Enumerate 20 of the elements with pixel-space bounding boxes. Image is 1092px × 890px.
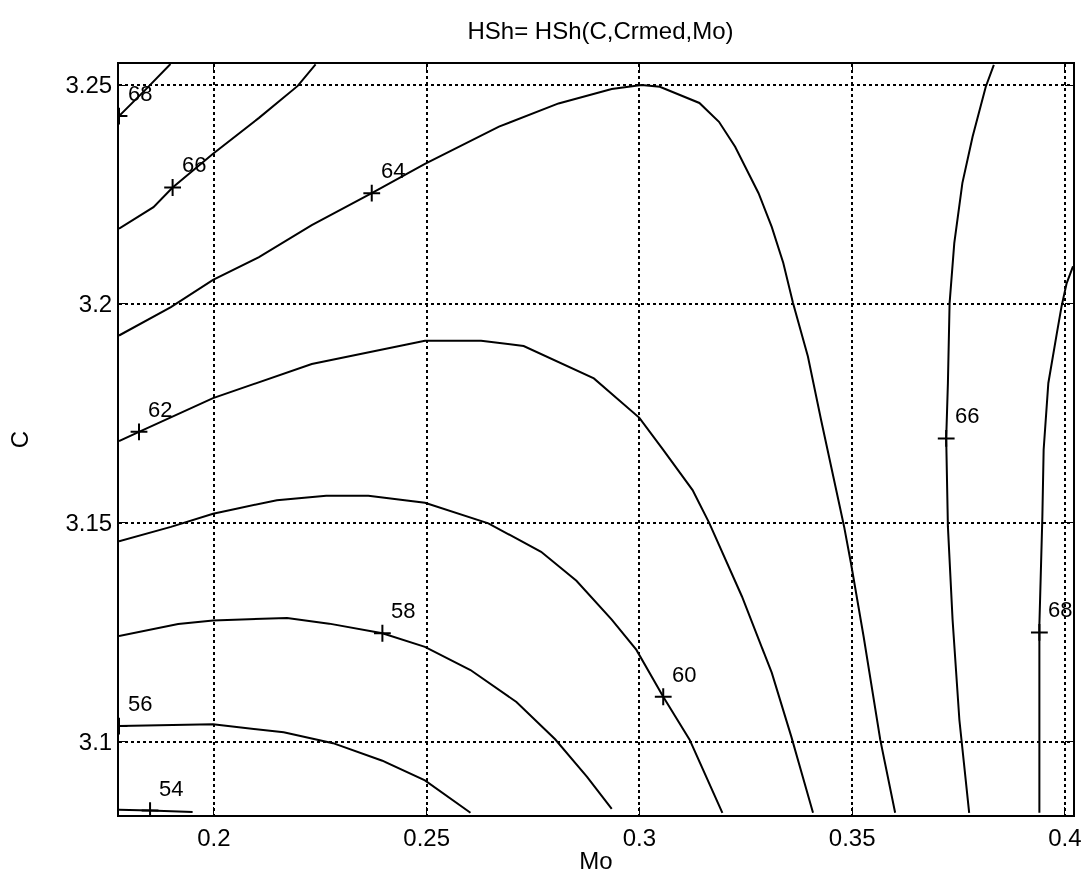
annotation: 62: [148, 397, 173, 422]
y-tick-label: 3.15: [65, 509, 113, 537]
y-tick-label: 3.1: [78, 728, 113, 756]
y-axis-title: C: [6, 430, 34, 449]
annotation: 66: [955, 403, 980, 428]
x-tick-label: 0.35: [828, 823, 876, 851]
annotation: 64: [381, 158, 406, 183]
x-tick-label: 0.4: [1048, 823, 1082, 851]
y-tick-label: 3.2: [78, 290, 113, 318]
annotation: 58: [391, 598, 416, 623]
x-tick-label: 0.2: [197, 823, 231, 851]
y-tick-label: 3.25: [65, 71, 113, 99]
annotation: 56: [128, 691, 153, 716]
x-tick-label: 0.3: [622, 823, 657, 851]
x-tick-label: 0.25: [403, 823, 451, 851]
x-axis-title: Mo: [579, 846, 613, 874]
chart-title: HSh= HSh(C,Crmed,Mo): [467, 17, 734, 45]
annotation: 54: [159, 776, 184, 801]
annotation: 68: [1048, 597, 1073, 622]
annotation: 60: [672, 662, 697, 687]
